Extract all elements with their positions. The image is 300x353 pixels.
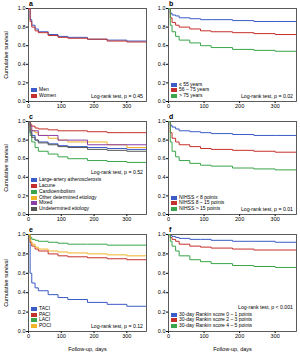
html-text:NIHSS 8 – 15 points: NIHSS 8 – 15 points [179,199,225,206]
html-text:Cardioembolism: Cardioembolism [39,187,76,194]
svg-text:200: 200 [235,103,244,109]
svg-text:0.6: 0.6 [158,155,166,161]
html-text:f: f [169,226,172,233]
svg-text:0.6: 0.6 [18,42,26,48]
svg-text:Follow-up, days: Follow-up, days [213,346,252,352]
html-text:Log-rank test, p < 0.001: Log-rank test, p < 0.001 [238,303,293,310]
html-text:Log-rank test, p = 0.52: Log-rank test, p = 0.52 [90,169,143,176]
html-text:Lacune: Lacune [39,182,56,188]
svg-text:0.0: 0.0 [158,211,166,217]
svg-text:0.0: 0.0 [158,98,166,104]
svg-text:1.0: 1.0 [158,118,166,124]
html-text:e: e [29,226,33,233]
html-text:Log-rank test, p = 0.12: Log-rank test, p = 0.12 [90,323,143,329]
html-text:LACI: LACI [39,316,51,323]
svg-text:Cumulative survival: Cumulative survival [3,259,9,307]
svg-text:0.6: 0.6 [18,270,26,276]
html-text:POCI: POCI [39,322,52,329]
svg-text:0.6: 0.6 [158,42,166,48]
html-text:Mixed: Mixed [39,199,53,206]
svg-text:0.6: 0.6 [158,270,166,276]
html-text:Men: Men [39,86,49,93]
html-text:30-day Rankin score 0 – 1 poin: 30-day Rankin score 0 – 1 points [179,310,253,317]
svg-text:0.4: 0.4 [18,174,26,180]
svg-text:0.6: 0.6 [18,155,26,161]
svg-text:0.4: 0.4 [158,289,166,295]
svg-text:0: 0 [27,103,30,109]
html-text:b: b [169,0,174,7]
svg-text:0.0: 0.0 [18,211,26,217]
svg-text:0.8: 0.8 [158,24,166,30]
svg-text:0.2: 0.2 [158,193,166,199]
html-text:Undetermined etiology: Undetermined etiology [39,205,89,212]
svg-text:0.8: 0.8 [158,137,166,143]
html-text:NIHSS > 15 points: NIHSS > 15 points [179,205,221,212]
html-text:> 75 years: > 75 years [179,92,203,99]
html-text:TACI: TACI [39,304,50,311]
svg-text:300: 300 [122,103,131,109]
svg-text:1.0: 1.0 [18,231,26,237]
svg-text:300: 300 [271,333,280,339]
html-text:PACI: PACI [39,310,51,317]
svg-text:0.4: 0.4 [18,289,26,295]
html-text:Women: Women [39,92,57,99]
html-text:Log-rank test, p = 0.45: Log-rank test, p = 0.45 [90,93,143,99]
svg-text:0.0: 0.0 [158,328,166,334]
svg-text:0: 0 [27,216,30,222]
html-text:Log-rank test, p = 0.02: Log-rank test, p = 0.02 [240,93,293,99]
html-text:Log-rank test, p = 0.01: Log-rank test, p = 0.01 [240,206,293,212]
svg-text:1.0: 1.0 [18,118,26,124]
svg-text:Follow-up, days: Follow-up, days [68,346,107,352]
svg-text:0.2: 0.2 [158,309,166,315]
html-text:d: d [169,113,174,120]
svg-text:0.4: 0.4 [158,61,166,67]
svg-text:0.4: 0.4 [18,61,26,67]
svg-text:0.2: 0.2 [18,80,26,86]
svg-text:100: 100 [199,216,208,222]
html-text:≤ 55 years: ≤ 55 years [179,80,203,87]
svg-text:0.2: 0.2 [18,309,26,315]
svg-text:200: 200 [89,333,98,339]
svg-text:300: 300 [122,216,131,222]
html-text:56 – 75 years: 56 – 75 years [179,86,210,93]
svg-text:200: 200 [89,216,98,222]
html-text:30-day Rankin score 2 – 3 poin: 30-day Rankin score 2 – 3 points [179,316,253,323]
svg-text:100: 100 [199,103,208,109]
svg-text:0: 0 [167,103,170,109]
html-text:a: a [29,0,33,7]
svg-text:0.2: 0.2 [158,80,166,86]
svg-text:100: 100 [57,333,66,339]
svg-text:300: 300 [271,103,280,109]
html-text:c: c [29,113,33,120]
svg-text:0: 0 [27,333,30,339]
svg-text:0.8: 0.8 [18,251,26,257]
svg-text:Cumulative survival: Cumulative survival [3,144,9,192]
svg-text:0.8: 0.8 [158,251,166,257]
svg-text:0.2: 0.2 [18,193,26,199]
svg-text:200: 200 [235,216,244,222]
svg-text:1.0: 1.0 [18,5,26,11]
svg-text:300: 300 [122,333,131,339]
svg-text:0: 0 [167,333,170,339]
svg-text:200: 200 [89,103,98,109]
html-text:30-day Rankin score 4 – 5 poin: 30-day Rankin score 4 – 5 points [179,322,253,329]
svg-text:1.0: 1.0 [158,5,166,11]
svg-text:100: 100 [57,103,66,109]
svg-text:Cumulative survival: Cumulative survival [3,31,9,79]
svg-text:0.4: 0.4 [158,174,166,180]
svg-text:0.0: 0.0 [18,98,26,104]
html-text:NIHSS < 8 points: NIHSS < 8 points [179,193,218,200]
html-text:Other determined etiology: Other determined etiology [39,193,97,200]
svg-text:0.8: 0.8 [18,24,26,30]
svg-text:1.0: 1.0 [158,231,166,237]
svg-text:100: 100 [199,333,208,339]
svg-text:200: 200 [235,333,244,339]
svg-text:0: 0 [167,216,170,222]
svg-text:0.8: 0.8 [18,137,26,143]
svg-text:100: 100 [57,216,66,222]
svg-text:300: 300 [271,216,280,222]
html-text:Large-artery atherosclerosis: Large-artery atherosclerosis [39,176,102,183]
svg-text:0.0: 0.0 [18,328,26,334]
